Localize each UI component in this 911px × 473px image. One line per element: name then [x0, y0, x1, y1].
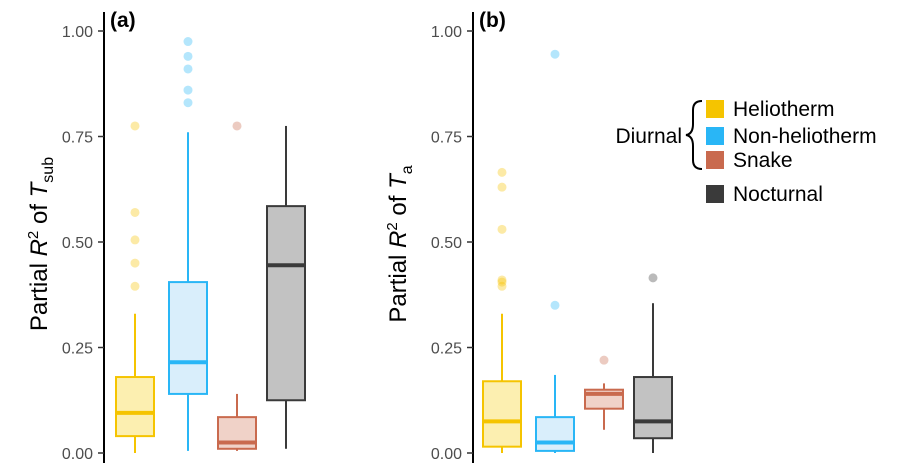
outlier-point [130, 207, 140, 217]
outlier-point [497, 167, 507, 177]
panel-b-ylabel-mid: of [385, 189, 412, 222]
outlier-point [183, 37, 193, 47]
panel-b-ylabel: Partial R2 of Ta [384, 165, 416, 322]
panel-a-ylabel-sub: sub [40, 157, 57, 183]
outlier-point [130, 281, 140, 291]
panel-b-ylabel-sub: a [399, 165, 416, 174]
panel-a-label: (a) [110, 9, 136, 32]
outlier-point [497, 275, 507, 285]
box-iqr [633, 376, 673, 440]
outlier-point [130, 258, 140, 268]
legend-group-label: Diurnal [615, 125, 682, 148]
box-iqr [168, 281, 208, 395]
outlier-point [183, 85, 193, 95]
panel-a-y-tick-label: 0.25 [62, 341, 93, 358]
panel-a-box-heliotherm [115, 121, 155, 453]
outlier-point [599, 355, 609, 365]
panel-a-boxes [115, 37, 306, 453]
legend-swatch-heliotherm [706, 100, 724, 118]
outlier-point [497, 182, 507, 192]
outlier-point [130, 235, 140, 245]
legend-label-non-heliotherm: Non-heliotherm [733, 125, 877, 148]
panel-b-y-tick-label: 1.00 [431, 24, 462, 41]
outlier-point [550, 300, 560, 310]
panel-b-box-snake [584, 355, 624, 430]
legend-swatch-nocturnal [706, 185, 724, 203]
panel-a-y-tick-label: 0.50 [62, 235, 93, 252]
box-iqr [266, 205, 306, 402]
panel-b-y-tick-label: 0.50 [431, 235, 462, 252]
panel-b-box-non-heliotherm [535, 49, 575, 453]
panel-a-ylabel-sup: 2 [25, 231, 42, 239]
legend-brace [685, 100, 703, 170]
panel-a: Partial R2 of Tsub 0.000.250.500.751.00 … [25, 9, 306, 463]
panel-a-y-axis: 0.00 0.25 0.50 0.75 1.00 [62, 12, 105, 463]
outlier-point [183, 51, 193, 61]
panel-a-y-tick-label: 0.75 [62, 130, 93, 147]
panel-b-y-tick-label: 0.75 [431, 130, 462, 147]
box-iqr [115, 376, 155, 438]
panel-b-ylabel-t: T [385, 172, 412, 189]
panel-b: Partial R2 of Ta 0.00 0.25 0.50 0.75 1.00 (b… [384, 9, 673, 463]
legend-swatch-snake [706, 151, 724, 169]
panel-b-y-axis: 0.00 0.25 0.50 0.75 1.00 [431, 12, 474, 463]
outlier-point [183, 64, 193, 74]
panel-a-box-nocturnal [266, 125, 306, 449]
panel-a-box-snake [217, 121, 257, 451]
legend-label-heliotherm: Heliotherm [733, 98, 835, 121]
legend-swatch-non-heliotherm [706, 127, 724, 145]
panel-b-label: (b) [479, 9, 506, 32]
outlier-point [550, 49, 560, 59]
outlier-point [497, 224, 507, 234]
legend-label-nocturnal: Nocturnal [733, 183, 823, 206]
panel-b-ylabel-r: R [385, 231, 412, 248]
panel-b-box-nocturnal [633, 273, 673, 453]
box-iqr [535, 416, 575, 452]
panel-a-ylabel-t: T [26, 180, 53, 197]
outlier-point [183, 98, 193, 108]
panel-a-ylabel: Partial R2 of Tsub [25, 157, 57, 331]
panel-b-ylabel-sup: 2 [384, 222, 401, 230]
panel-a-ylabel-prefix: Partial [26, 256, 53, 331]
panel-b-box-heliotherm [482, 167, 522, 453]
panel-b-ylabel-prefix: Partial [385, 248, 412, 323]
legend-label-snake: Snake [733, 149, 793, 172]
outlier-point [497, 281, 507, 291]
panel-b-y-tick-label: 0.25 [431, 341, 462, 358]
outlier-point [648, 273, 658, 283]
panel-a-box-non-heliotherm [168, 37, 208, 451]
panel-b-y-tick-label: 0.00 [431, 446, 462, 463]
panel-a-ylabel-mid: of [26, 197, 53, 230]
panel-b-boxes [482, 49, 673, 453]
outlier-point [130, 121, 140, 131]
outlier-point [232, 121, 242, 131]
outlier-point [497, 277, 507, 287]
panel-a-y-tick-label: 0.00 [62, 446, 93, 463]
panel-a-y-tick-label: 1.00 [62, 24, 93, 41]
panel-a-ylabel-r: R [26, 239, 53, 256]
box-iqr [482, 380, 522, 448]
